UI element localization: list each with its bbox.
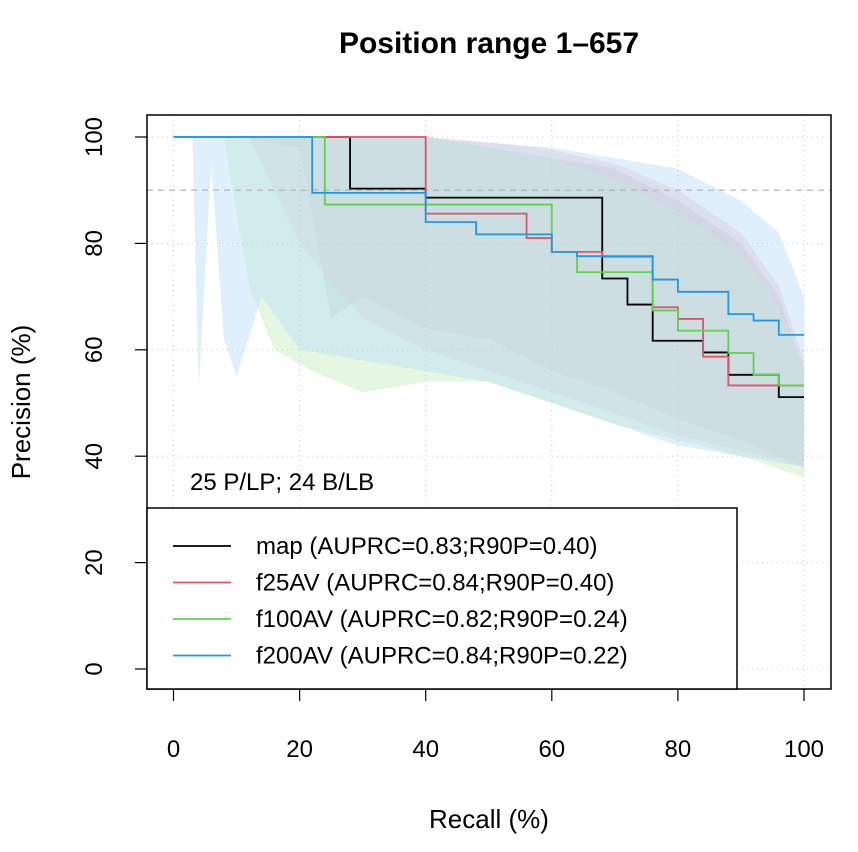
- x-tick-label-0: 0: [167, 736, 180, 763]
- legend-label-1: f25AV (AUPRC=0.84;R90P=0.40): [256, 570, 614, 597]
- legend-label-2: f100AV (AUPRC=0.82;R90P=0.24): [256, 606, 628, 633]
- y-axis: 0 20 40 60 80 100: [81, 117, 147, 676]
- legend-label-3: f200AV (AUPRC=0.84;R90P=0.22): [256, 643, 628, 670]
- x-tick-label-5: 100: [784, 736, 824, 763]
- x-tick-label-2: 40: [412, 736, 439, 763]
- x-tick-label-4: 80: [665, 736, 692, 763]
- series-line-2: [173, 136, 804, 387]
- y-tick-label-2: 40: [81, 443, 108, 470]
- y-axis-label: Precision (%): [6, 325, 36, 480]
- y-tick-label-5: 100: [81, 117, 108, 157]
- y-tick-label-3: 60: [81, 336, 108, 363]
- legend-box: [146, 507, 738, 690]
- series-line-0: [173, 136, 804, 399]
- x-tick-label-3: 60: [538, 736, 565, 763]
- y-tick-label-0: 0: [81, 662, 108, 675]
- y-tick-label-1: 20: [81, 549, 108, 576]
- x-tick-label-1: 20: [286, 736, 313, 763]
- chart-title: Position range 1–657: [339, 27, 639, 60]
- counts-annotation: 25 P/LP; 24 B/LB: [190, 469, 374, 496]
- series-lines: [173, 136, 804, 399]
- confidence-band-3: [173, 137, 804, 467]
- legend: map (AUPRC=0.83;R90P=0.40) f25AV (AUPRC=0…: [146, 507, 738, 690]
- legend-label-0: map (AUPRC=0.83;R90P=0.40): [256, 533, 598, 560]
- x-axis-label: Recall (%): [429, 804, 549, 834]
- x-axis: 0 20 40 60 80 100: [167, 688, 824, 763]
- confidence-bands: [173, 137, 804, 478]
- series-line-3: [173, 136, 804, 336]
- y-tick-label-4: 80: [81, 230, 108, 257]
